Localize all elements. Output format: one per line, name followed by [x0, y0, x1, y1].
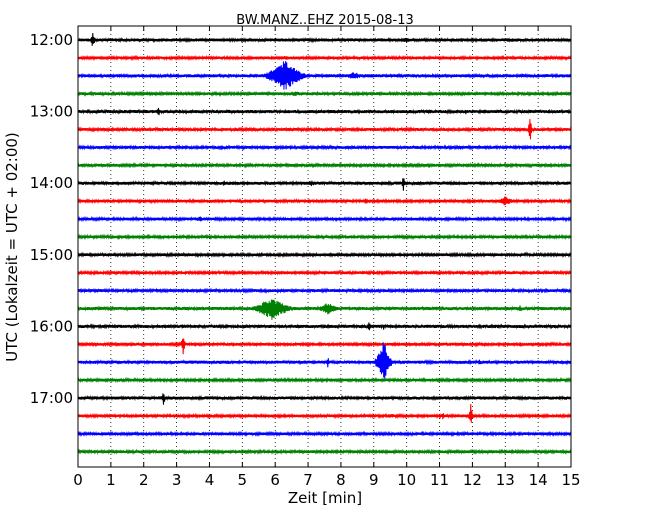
seismic-trace — [77, 322, 572, 331]
plot-frame — [77, 25, 572, 468]
seismic-trace — [77, 430, 572, 438]
vertical-grid — [110, 26, 539, 467]
y-tick-label: 12:00 — [30, 31, 73, 49]
x-tick-label: 3 — [172, 471, 182, 489]
seismic-trace — [77, 342, 572, 379]
x-tick-label: 1 — [106, 471, 116, 489]
seismic-trace — [77, 161, 572, 169]
x-tick-label: 8 — [336, 471, 346, 489]
seismic-trace — [77, 393, 572, 405]
chart-title: BW.MANZ..EHZ 2015-08-13 — [236, 13, 414, 28]
x-tick-label: 2 — [139, 471, 149, 489]
seismic-trace — [77, 178, 572, 191]
seismic-trace — [77, 287, 572, 294]
x-axis-ticks: 0 1 2 3 4 5 6 7 8 9 10 11 12 13 14 15 — [73, 26, 581, 489]
x-tick-label: 9 — [369, 471, 379, 489]
y-tick-label: 15:00 — [30, 246, 73, 264]
x-tick-label: 5 — [238, 471, 248, 489]
x-tick-label: 11 — [430, 471, 449, 489]
y-axis-label: UTC (Lokalzeit = UTC + 02:00) — [3, 132, 21, 362]
x-tick-label: 15 — [561, 471, 580, 489]
seismic-trace — [77, 33, 572, 46]
seismic-trace — [77, 299, 572, 320]
y-tick-label: 13:00 — [30, 103, 73, 121]
seismic-trace — [77, 448, 572, 455]
seismic-trace — [77, 376, 572, 384]
seismic-trace — [77, 54, 572, 62]
seismic-trace — [77, 196, 572, 206]
seismic-trace — [77, 144, 572, 151]
seismic-trace — [77, 215, 572, 223]
seismic-trace — [77, 233, 572, 241]
seismic-trace — [77, 269, 572, 277]
seismic-trace — [77, 90, 572, 97]
seismic-trace — [77, 107, 572, 116]
x-axis-label: Zeit [min] — [288, 489, 362, 507]
x-tick-label: 10 — [397, 471, 416, 489]
y-axis-ticks: 12:00 13:00 14:00 15:00 16:00 17:00 — [30, 31, 571, 407]
seismic-trace — [77, 338, 572, 355]
seismic-trace — [77, 118, 572, 140]
x-tick-label: 0 — [73, 471, 83, 489]
seismic-trace — [77, 61, 572, 90]
seismic-trace — [77, 251, 572, 259]
y-tick-label: 17:00 — [30, 389, 73, 407]
y-tick-label: 16:00 — [30, 317, 73, 335]
x-tick-label: 13 — [496, 471, 515, 489]
trace-group — [77, 33, 572, 455]
x-tick-label: 6 — [270, 471, 280, 489]
x-tick-label: 12 — [463, 471, 482, 489]
x-tick-label: 4 — [205, 471, 215, 489]
y-tick-label: 14:00 — [30, 174, 73, 192]
seismic-trace — [77, 404, 572, 423]
x-tick-label: 7 — [303, 471, 313, 489]
x-tick-label: 14 — [529, 471, 548, 489]
